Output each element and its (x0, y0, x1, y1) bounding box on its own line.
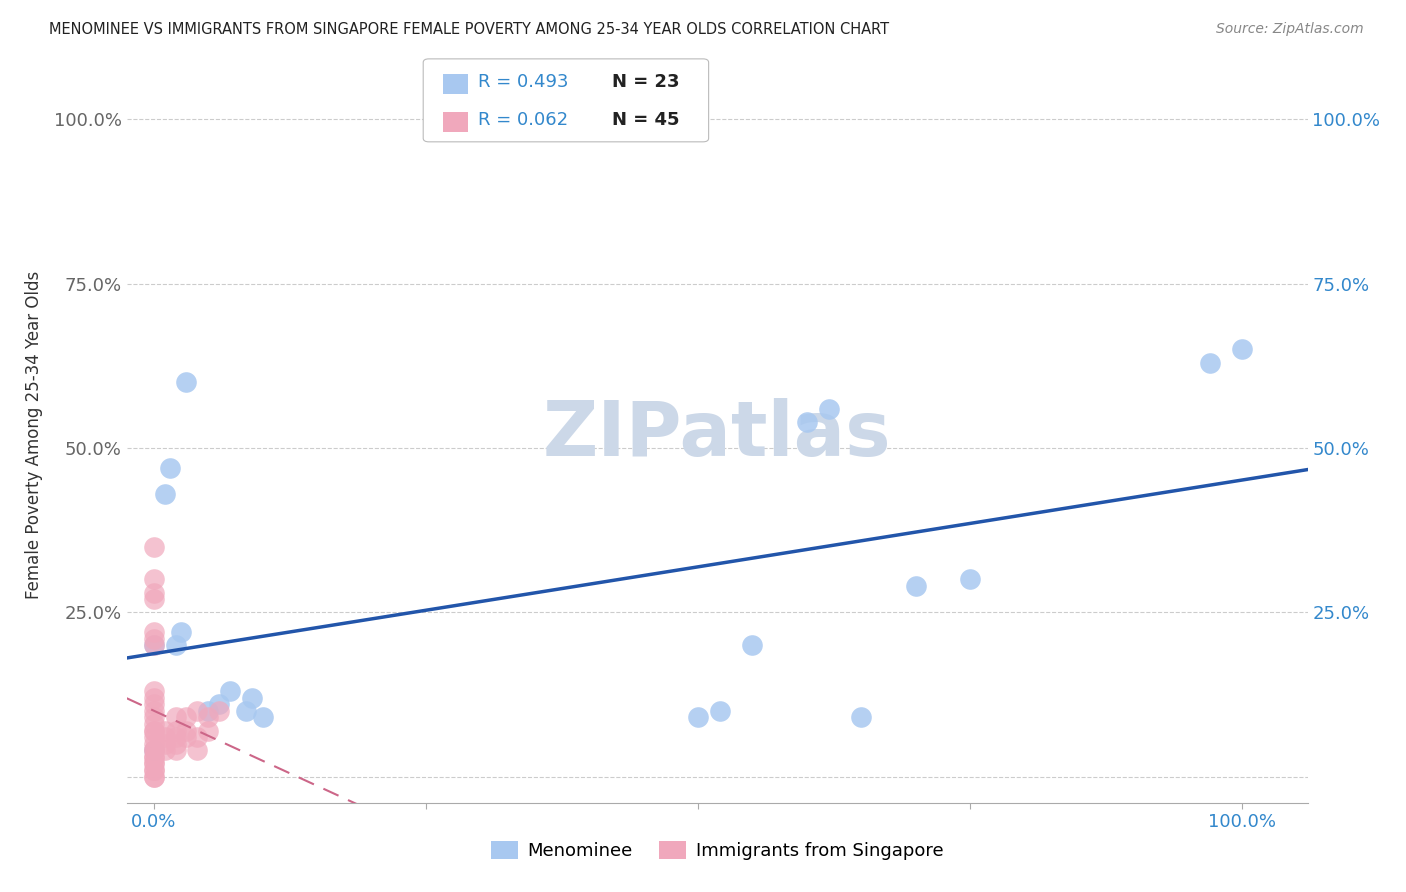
Point (142, 756, 165, 771)
Point (709, 704, 731, 718)
Point (851, 710, 873, 724)
Point (904, 579, 927, 593)
Text: ZIPatlas: ZIPatlas (543, 398, 891, 472)
Point (208, 698, 231, 712)
Point (817, 401, 839, 416)
Text: N = 23: N = 23 (612, 72, 679, 91)
Point (176, 723, 198, 738)
Point (142, 743, 165, 757)
Point (142, 638, 165, 652)
Point (153, 730, 176, 744)
Point (153, 723, 176, 738)
Point (176, 710, 198, 724)
Point (153, 737, 176, 751)
Text: R = 0.062: R = 0.062 (478, 111, 568, 128)
Point (142, 690, 165, 705)
Point (142, 573, 165, 587)
Point (142, 723, 165, 738)
Point (159, 460, 181, 475)
Point (741, 638, 763, 652)
Point (142, 730, 165, 744)
Point (142, 624, 165, 639)
Point (165, 638, 187, 652)
Point (153, 487, 176, 501)
Legend: Menominee, Immigrants from Singapore: Menominee, Immigrants from Singapore (484, 833, 950, 867)
Point (142, 770, 165, 784)
Point (165, 723, 187, 738)
Point (142, 710, 165, 724)
Point (142, 638, 165, 652)
Point (153, 743, 176, 757)
Point (142, 763, 165, 777)
Point (796, 415, 818, 429)
Point (142, 698, 165, 712)
Point (142, 749, 165, 764)
Point (176, 730, 198, 744)
Point (186, 743, 208, 757)
Text: R = 0.493: R = 0.493 (478, 72, 568, 91)
Point (235, 704, 257, 718)
Point (1198, 355, 1220, 369)
Point (142, 684, 165, 698)
Point (208, 704, 231, 718)
Point (197, 704, 219, 718)
Point (197, 723, 219, 738)
Point (165, 743, 187, 757)
Point (142, 770, 165, 784)
Point (186, 730, 208, 744)
Point (142, 749, 165, 764)
Point (959, 573, 981, 587)
Point (142, 723, 165, 738)
Point (142, 743, 165, 757)
Y-axis label: Female Poverty Among 25-34 Year Olds: Female Poverty Among 25-34 Year Olds (24, 271, 42, 599)
Text: N = 45: N = 45 (612, 111, 679, 128)
Point (219, 684, 242, 698)
Point (170, 624, 193, 639)
Point (197, 710, 219, 724)
Point (142, 737, 165, 751)
Point (165, 737, 187, 751)
Point (142, 632, 165, 646)
Point (186, 704, 208, 718)
Point (142, 704, 165, 718)
Point (142, 592, 165, 607)
Point (142, 540, 165, 554)
Point (142, 763, 165, 777)
Point (142, 756, 165, 771)
Point (165, 710, 187, 724)
Point (1232, 343, 1254, 357)
Point (176, 376, 198, 390)
Point (142, 585, 165, 599)
Text: MENOMINEE VS IMMIGRANTS FROM SINGAPORE FEMALE POVERTY AMONG 25-34 YEAR OLDS CORR: MENOMINEE VS IMMIGRANTS FROM SINGAPORE F… (49, 22, 890, 37)
Point (252, 710, 274, 724)
Point (240, 690, 263, 705)
Point (686, 710, 709, 724)
Point (165, 730, 187, 744)
Text: Source: ZipAtlas.com: Source: ZipAtlas.com (1216, 22, 1364, 37)
Point (142, 717, 165, 731)
Point (142, 743, 165, 757)
